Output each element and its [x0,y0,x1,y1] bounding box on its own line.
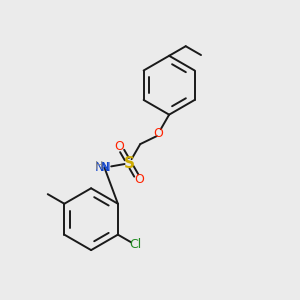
Text: N: N [101,161,111,174]
Text: N: N [95,161,104,174]
Text: N: N [100,161,109,174]
Text: O: O [134,173,144,186]
Text: S: S [124,156,135,171]
Text: O: O [115,140,124,153]
Text: H: H [95,161,104,171]
Text: O: O [153,127,163,140]
Text: Cl: Cl [130,238,142,251]
